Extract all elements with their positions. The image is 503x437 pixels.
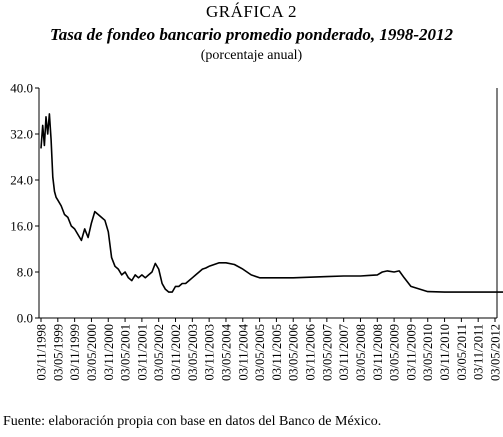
x-tick-label: 03/11/2007 [337,324,351,380]
x-tick-label: 03/05/2010 [421,324,435,381]
x-tick-label: 03/11/2008 [371,324,385,380]
y-tick-label: 40.0 [10,81,33,96]
x-tick-label: 03/05/2011 [455,324,469,380]
y-tick-label: 16.0 [10,219,33,234]
x-tick-label: 03/11/2009 [404,324,418,380]
x-tick-label: 03/11/2010 [438,324,452,380]
x-tick-label: 03/05/2001 [119,324,133,381]
x-tick-label: 03/05/2007 [320,324,334,381]
source-note: Fuente: elaboración propia con base en d… [3,414,382,429]
y-axis: 0.0 8.0 16.0 24.0 32.0 40.0 [10,81,40,326]
line-chart: 0.0 8.0 16.0 24.0 32.0 40.0 03/11/1998 03/05/1… [10,81,503,381]
x-tick-label: 03/05/2003 [186,324,200,381]
x-tick-label: 03/11/2002 [169,324,183,380]
x-tick-label: 03/11/2011 [472,324,486,380]
x-tick-label: 03/05/2004 [219,323,233,381]
chart-subtitle: (porcentaje anual) [200,48,303,63]
x-tick-label: 03/11/2000 [102,324,116,380]
y-tick-label: 8.0 [17,265,33,280]
x-tick-label: 03/11/1998 [35,324,49,380]
x-tick-label: 03/05/2006 [287,324,301,381]
x-tick-label: 03/05/2002 [152,324,166,381]
x-tick-label: 03/11/1999 [68,324,82,380]
series-group [40,113,503,293]
x-tick-label: 03/11/2006 [304,324,318,380]
x-tick-label: 03/05/2009 [388,324,402,381]
x-tick-label: 03/05/2012 [489,324,503,381]
figure-label: GRÁFICA 2 [206,2,297,21]
x-tick-label: 03/05/2008 [354,324,368,381]
x-tick-label: 03/11/2001 [135,324,149,380]
y-tick-label: 0.0 [17,311,33,326]
y-tick-label: 32.0 [10,127,33,142]
x-tick-label: 03/11/2004 [236,323,250,380]
x-axis: 03/11/1998 03/05/1999 03/11/1999 03/05/2000… [35,88,503,381]
chart-title: Tasa de fondeo bancario promedio pondera… [49,25,454,44]
series-line [40,113,503,293]
x-tick-label: 03/05/2000 [85,324,99,381]
x-tick-label: 03/05/1999 [51,324,65,381]
y-tick-label: 24.0 [10,173,33,188]
x-tick-label: 03/05/2005 [253,324,267,381]
x-tick-label: 03/11/2003 [203,324,217,380]
x-tick-label: 03/11/2005 [270,324,284,380]
